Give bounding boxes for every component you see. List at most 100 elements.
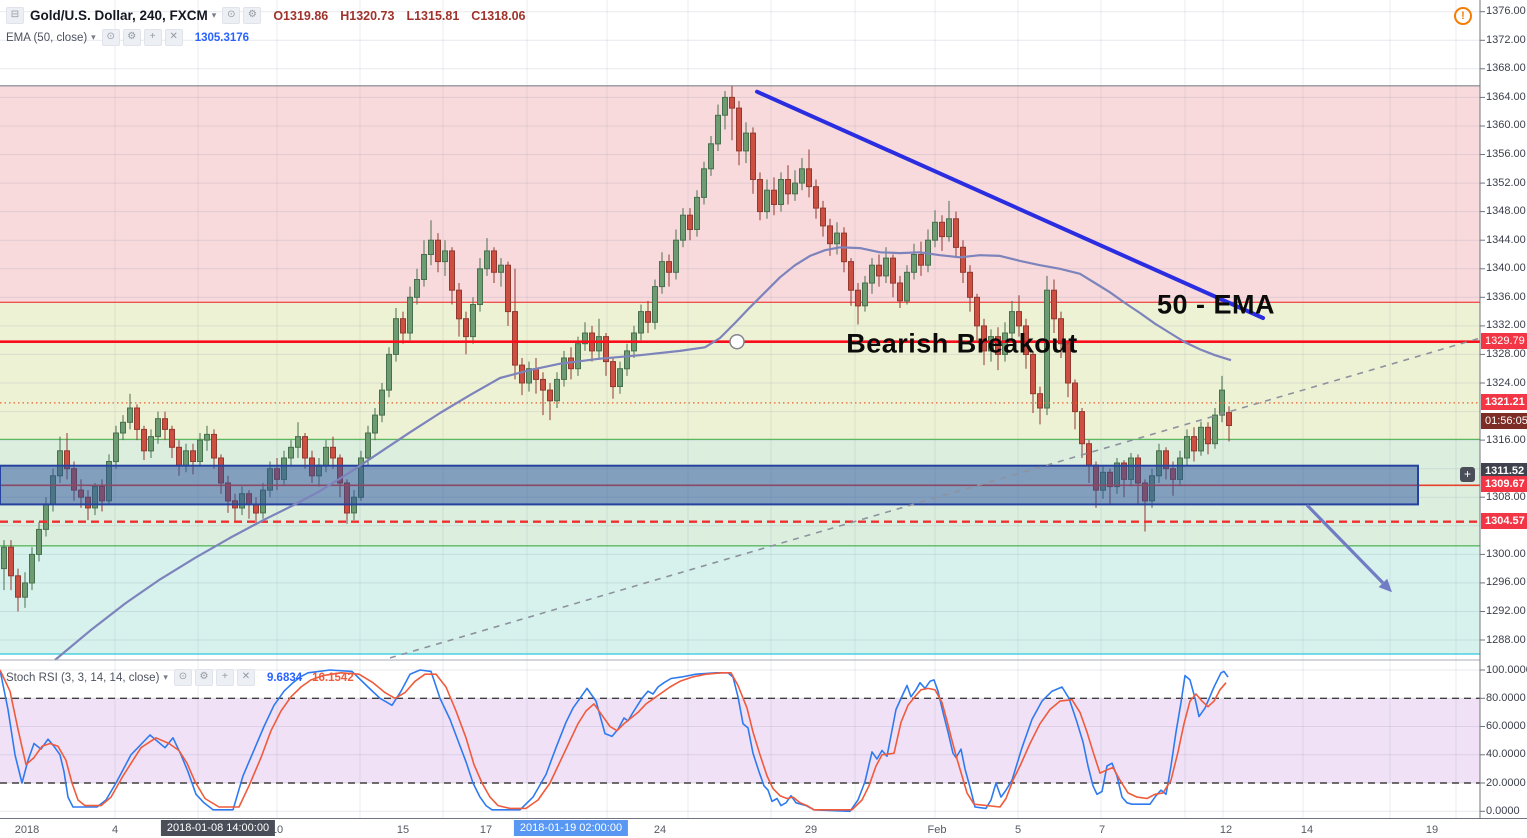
candle	[449, 250, 455, 291]
price-tick: 1352.00	[1486, 176, 1526, 189]
chevron-down-icon[interactable]: ▾	[91, 32, 96, 42]
candle	[43, 503, 49, 530]
candle	[680, 214, 686, 241]
candle	[939, 221, 945, 238]
time-badge: 2018-01-19 02:00:00	[513, 820, 629, 836]
layout-icon[interactable]: ⊟	[6, 7, 24, 24]
visibility-icon[interactable]: ⊙	[101, 29, 120, 46]
candle	[113, 432, 119, 463]
candle	[582, 332, 588, 345]
candle	[848, 261, 854, 291]
chevron-down-icon[interactable]: ▾	[211, 10, 217, 20]
candle	[946, 218, 952, 238]
candle	[204, 433, 210, 441]
candle	[1044, 289, 1050, 409]
settings-icon[interactable]: ⚙	[243, 7, 262, 24]
candle	[911, 254, 917, 273]
candle	[722, 96, 728, 116]
visibility-icon[interactable]: ⊙	[222, 7, 241, 24]
price-tick: 1336.00	[1486, 290, 1526, 303]
candle	[120, 421, 126, 434]
visibility-icon[interactable]: ⊙	[173, 669, 192, 686]
candle	[645, 311, 651, 323]
price-tick: 1300.00	[1486, 547, 1526, 560]
ema-legend-label[interactable]: EMA (50, close)	[6, 31, 88, 44]
candle	[162, 418, 168, 430]
candle	[302, 436, 308, 459]
price-tick: 1376.00	[1486, 5, 1526, 18]
price-zone	[0, 545, 1480, 654]
symbol-legend: ⊟ Gold/U.S. Dollar, 240, FXCM ▾ ⊙ ⚙ O1319…	[6, 7, 526, 24]
candle	[470, 304, 476, 338]
time-axis[interactable]	[0, 818, 1527, 838]
time-tick: 2018	[14, 824, 40, 836]
candle	[988, 336, 994, 352]
candle	[708, 143, 714, 170]
candle	[295, 436, 301, 448]
price-tick: 1364.00	[1486, 90, 1526, 103]
candle	[1079, 411, 1085, 445]
candle	[1, 546, 7, 570]
candle	[211, 433, 217, 459]
plus-icon[interactable]: +	[143, 29, 162, 46]
candle	[932, 221, 938, 241]
candle	[1030, 353, 1036, 395]
candle	[400, 318, 406, 334]
indicator-tick: 100.0000	[1486, 663, 1527, 676]
candle	[176, 446, 182, 466]
candle	[869, 264, 875, 284]
add-order-plus-button[interactable]: +	[1460, 467, 1475, 482]
close-icon[interactable]: ✕	[236, 669, 255, 686]
candle	[792, 182, 798, 195]
candle	[750, 132, 756, 181]
price-tick: 1340.00	[1486, 262, 1526, 275]
price-tick: 1296.00	[1486, 576, 1526, 589]
time-tick: 5	[1014, 824, 1022, 836]
candle	[491, 250, 497, 273]
candle	[484, 250, 490, 270]
candle	[442, 250, 448, 263]
candle	[512, 311, 518, 366]
candle	[190, 450, 196, 462]
stoch-legend-label[interactable]: Stoch RSI (3, 3, 14, 14, close)	[6, 671, 160, 684]
settings-icon[interactable]: ⚙	[194, 669, 213, 686]
candle	[526, 368, 532, 384]
candle	[778, 179, 784, 205]
candle	[1016, 311, 1022, 327]
candle	[421, 254, 427, 280]
price-tick: 1328.00	[1486, 347, 1526, 360]
price-label: 1309.67	[1481, 476, 1527, 493]
annotation-50-ema[interactable]: 50 - EMA	[1156, 289, 1276, 320]
candle	[757, 179, 763, 213]
price-tick: 1372.00	[1486, 33, 1526, 46]
candle	[855, 289, 861, 307]
candle	[638, 311, 644, 334]
candle	[785, 179, 791, 195]
close-icon[interactable]: ✕	[164, 29, 183, 46]
price-zone	[0, 302, 1480, 440]
candle	[736, 107, 742, 152]
time-tick: 17	[479, 824, 493, 836]
candle	[1205, 426, 1211, 445]
candle	[624, 350, 630, 370]
candle	[463, 318, 469, 338]
settings-icon[interactable]: ⚙	[122, 29, 141, 46]
plus-icon[interactable]: +	[215, 669, 234, 686]
candle	[8, 546, 14, 577]
time-tick: 4	[111, 824, 119, 836]
candle	[169, 428, 175, 448]
candle	[995, 336, 1001, 355]
price-tick: 1288.00	[1486, 633, 1526, 646]
warning-icon[interactable]: !	[1454, 7, 1472, 25]
chevron-down-icon[interactable]: ▾	[163, 672, 168, 682]
candle	[1009, 311, 1015, 334]
price-tick: 1344.00	[1486, 233, 1526, 246]
indicator-tick: 0.0000	[1486, 804, 1520, 817]
annotation-bearish-breakout[interactable]: Bearish Breakout	[846, 328, 1078, 359]
candle	[918, 254, 924, 266]
symbol-title[interactable]: Gold/U.S. Dollar, 240, FXCM	[30, 8, 208, 23]
ohlc-close: C1318.06	[471, 8, 526, 23]
ohlc-open: O1319.86	[273, 8, 329, 23]
